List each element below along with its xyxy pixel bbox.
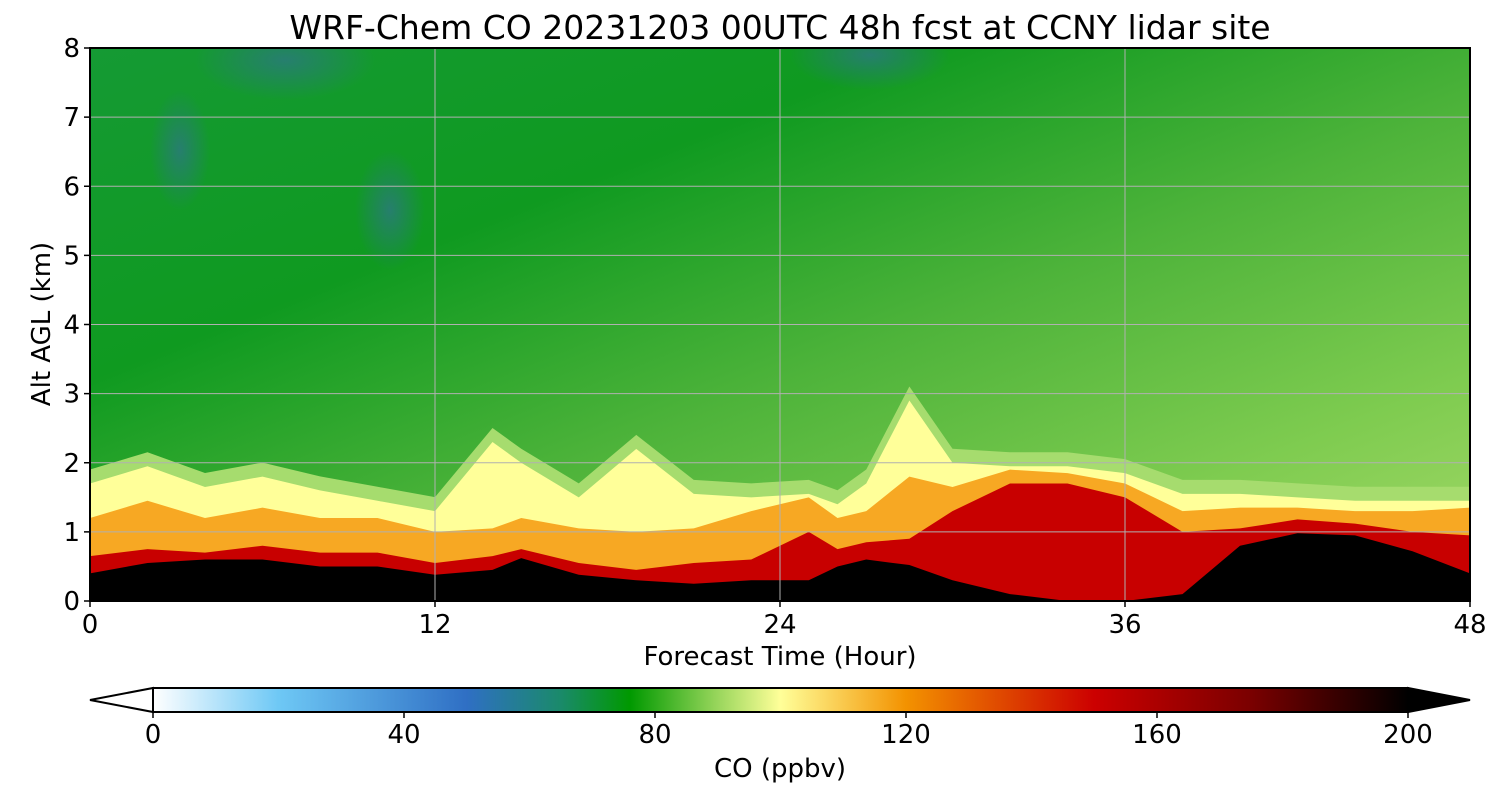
chart-title: WRF-Chem CO 20231203 00UTC 48h fcst at C…	[289, 8, 1270, 47]
colorbar-body	[152, 687, 1409, 713]
y-tick-label: 7	[63, 103, 80, 133]
colorbar-tick-label: 40	[387, 720, 420, 750]
x-axis: 0 12 24 36 48	[82, 601, 1487, 640]
colorbar-tick-label: 80	[638, 720, 671, 750]
low-co-patch	[195, 48, 375, 100]
low-co-patch	[150, 90, 210, 210]
y-axis: 0 1 2 3 4 5 6 7 8	[63, 34, 90, 617]
colorbar-tick-label: 120	[881, 720, 931, 750]
y-tick-label: 0	[63, 587, 80, 617]
colorbar-extend-high	[1407, 686, 1471, 714]
y-tick-label: 8	[63, 34, 80, 64]
x-tick-label: 24	[763, 610, 796, 640]
x-tick-label: 0	[82, 610, 99, 640]
x-tick-label: 36	[1108, 610, 1141, 640]
low-co-patch	[355, 150, 425, 270]
y-tick-label: 2	[63, 449, 80, 479]
x-tick-label: 12	[418, 610, 451, 640]
y-tick-label: 5	[63, 241, 80, 271]
x-axis-label: Forecast Time (Hour)	[643, 642, 916, 672]
colorbar-extend-low	[89, 686, 154, 714]
colorbar-label: CO (ppbv)	[714, 754, 846, 784]
colorbar-tick-label: 160	[1132, 720, 1182, 750]
x-tick-label: 48	[1453, 610, 1486, 640]
y-tick-label: 6	[63, 172, 80, 202]
colorbar-tick-label: 200	[1383, 720, 1433, 750]
colorbar: 0 40 80 120 160 200 CO (ppbv)	[89, 686, 1471, 784]
y-tick-label: 1	[63, 518, 80, 548]
y-tick-label: 3	[63, 380, 80, 410]
y-tick-label: 4	[63, 311, 80, 341]
colorbar-ticks: 0 40 80 120 160 200	[145, 712, 1433, 750]
colorbar-tick-label: 0	[145, 720, 162, 750]
low-co-patch	[790, 48, 950, 90]
y-axis-label: Alt AGL (km)	[27, 242, 57, 406]
